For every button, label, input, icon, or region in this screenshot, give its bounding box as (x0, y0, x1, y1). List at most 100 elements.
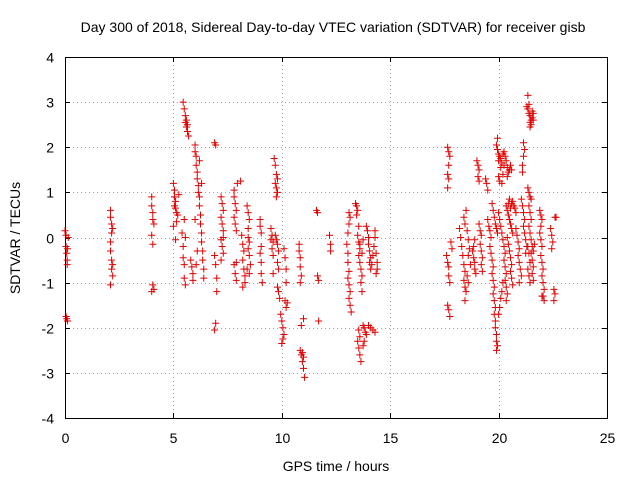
data-point (460, 276, 468, 284)
data-point (281, 254, 289, 262)
data-point (232, 258, 240, 266)
data-point (368, 261, 376, 269)
data-point (218, 200, 226, 208)
data-point (200, 274, 208, 282)
data-point (283, 299, 291, 307)
data-point (197, 220, 204, 228)
data-point (148, 231, 156, 239)
data-point (515, 279, 523, 287)
data-point (477, 261, 485, 269)
data-point (490, 297, 498, 305)
data-point (517, 195, 525, 203)
data-point (149, 240, 157, 248)
data-point (257, 258, 265, 266)
data-point (174, 211, 182, 219)
data-point (460, 213, 468, 221)
data-point (231, 270, 239, 278)
data-point (514, 252, 522, 260)
data-point (148, 202, 156, 210)
data-point (492, 346, 500, 354)
data-point (231, 200, 239, 208)
data-point (491, 324, 499, 332)
data-point (172, 197, 180, 205)
data-point (513, 231, 521, 239)
data-point (360, 324, 368, 332)
data-point (178, 229, 186, 237)
data-point (354, 206, 362, 214)
data-point (327, 240, 335, 248)
data-point (170, 193, 178, 201)
data-point (198, 229, 206, 237)
data-point (282, 303, 290, 311)
data-point (191, 215, 199, 223)
data-point (496, 303, 504, 311)
data-point (464, 236, 472, 244)
data-point (271, 161, 279, 169)
data-point (298, 358, 306, 366)
data-point (64, 234, 72, 241)
data-point (497, 222, 505, 230)
data-point (355, 344, 363, 352)
data-point (246, 261, 254, 269)
data-point (507, 267, 515, 275)
data-point (515, 245, 523, 253)
data-point (239, 283, 247, 291)
data-point (200, 265, 208, 273)
data-point (550, 297, 558, 305)
data-point (192, 161, 200, 169)
data-point (447, 238, 455, 246)
data-point (470, 254, 478, 262)
data-point (549, 238, 557, 246)
data-point (446, 279, 454, 287)
data-point (464, 252, 472, 260)
data-point (539, 265, 547, 273)
data-point (344, 258, 352, 266)
data-point (484, 215, 492, 223)
y-tick-label: -4 (42, 411, 55, 427)
data-point (486, 227, 494, 235)
data-point (446, 152, 454, 160)
data-point (344, 229, 352, 237)
data-point (540, 285, 548, 293)
data-point (540, 297, 548, 305)
data-point (359, 342, 367, 350)
data-point (457, 234, 465, 241)
data-point (474, 173, 482, 181)
data-point (169, 179, 177, 187)
data-point (496, 215, 504, 223)
data-point (492, 141, 500, 149)
data-point (445, 175, 453, 183)
data-point (244, 209, 252, 217)
data-point (218, 220, 226, 228)
data-point (498, 229, 506, 237)
data-point (280, 331, 288, 339)
data-point (193, 168, 201, 176)
data-point (525, 188, 533, 196)
data-point (256, 222, 264, 230)
data-point (462, 206, 470, 214)
data-point (476, 227, 484, 235)
data-point (301, 373, 309, 381)
data-point (461, 297, 469, 305)
data-point (245, 270, 253, 278)
data-point (464, 279, 472, 287)
data-point (63, 261, 71, 269)
data-point (500, 243, 508, 251)
data-point (518, 168, 526, 176)
data-point (473, 157, 481, 165)
data-point (269, 270, 277, 278)
data-point (474, 161, 482, 169)
data-point (475, 220, 483, 228)
data-point (148, 193, 156, 201)
data-point (212, 141, 220, 149)
data-point (550, 285, 558, 293)
data-point (495, 173, 503, 181)
data-point (345, 220, 353, 228)
data-point (344, 274, 352, 282)
data-point (539, 279, 547, 287)
data-point (357, 358, 365, 366)
data-point (536, 206, 544, 214)
data-point (195, 193, 203, 201)
data-point (213, 288, 221, 296)
data-point (362, 222, 370, 230)
